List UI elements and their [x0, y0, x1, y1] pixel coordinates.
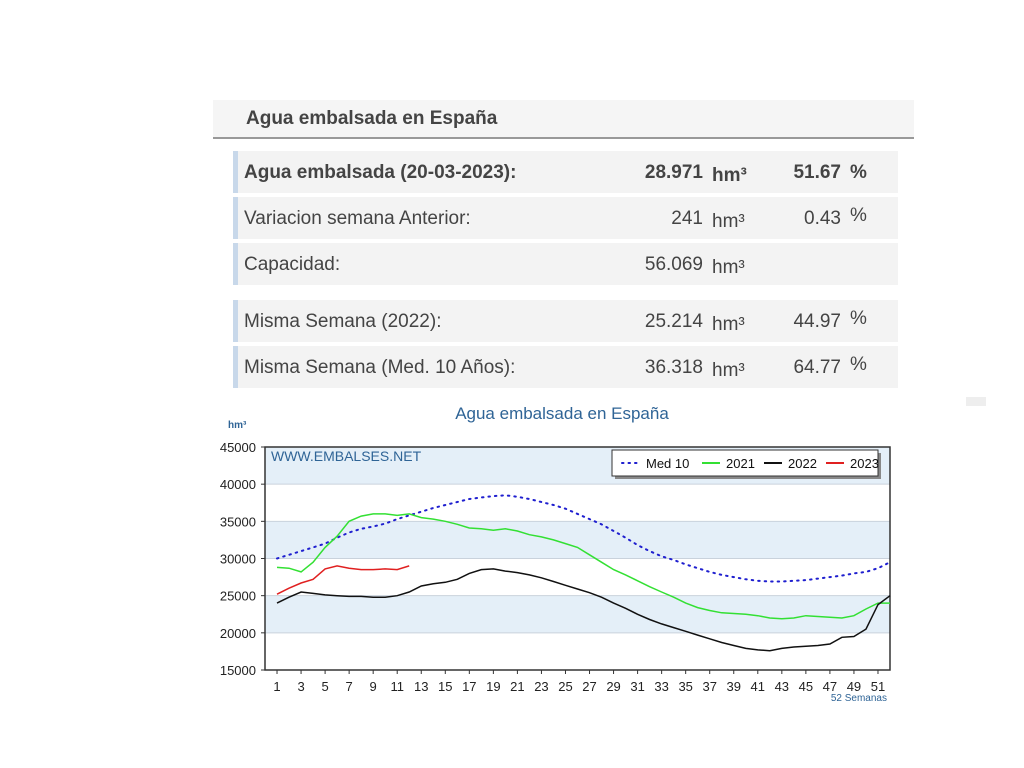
- table-row: Misma Semana (2022): 25.214 hm³ 44.97%: [233, 300, 898, 342]
- x-tick-label: 27: [582, 679, 596, 694]
- row-label: Capacidad:: [244, 254, 341, 275]
- x-tick-label: 17: [462, 679, 476, 694]
- x-axis-label: 52 Semanas: [831, 693, 887, 704]
- x-tick-label: 41: [751, 679, 765, 694]
- x-tick-label: 51: [871, 679, 885, 694]
- row-value: 241: [671, 208, 703, 229]
- row-value: 25.214: [644, 311, 703, 332]
- series-line: [276, 513, 890, 620]
- x-tick-label: 29: [606, 679, 620, 694]
- y-axis-label: hm³: [228, 420, 247, 431]
- x-tick-label: 13: [414, 679, 428, 694]
- legend-label: Med 10: [646, 456, 689, 471]
- row-percent: 51.67: [793, 162, 841, 183]
- x-tick-label: 33: [654, 679, 668, 694]
- x-tick-label: 23: [534, 679, 548, 694]
- row-label: Misma Semana (Med. 10 Años):: [244, 357, 516, 378]
- row-percent-unit: %: [850, 205, 867, 226]
- y-tick-label: 45000: [220, 440, 256, 455]
- chart-title: Agua embalsada en España: [455, 404, 669, 423]
- series-line: [276, 565, 410, 595]
- x-tick-label: 15: [438, 679, 452, 694]
- table-row: Misma Semana (Med. 10 Años): 36.318 hm³ 64.…: [233, 346, 898, 388]
- row-percent-unit: %: [850, 308, 867, 329]
- y-tick-label: 30000: [220, 552, 256, 567]
- row-percent: 44.97: [793, 311, 841, 332]
- x-tick-label: 21: [510, 679, 524, 694]
- y-tick-label: 15000: [220, 663, 256, 678]
- section-header: Agua embalsada en España: [213, 100, 914, 139]
- row-value: 28.971: [644, 162, 703, 183]
- table-row: Agua embalsada (20-03-2023): 28.971 hm³ 51.…: [233, 151, 898, 193]
- x-tick-label: 37: [702, 679, 716, 694]
- row-label: Misma Semana (2022):: [244, 311, 442, 332]
- row-unit: hm³: [712, 165, 747, 186]
- x-tick-label: 5: [321, 679, 328, 694]
- x-tick-label: 9: [370, 679, 377, 694]
- x-tick-label: 39: [727, 679, 741, 694]
- row-value: 56.069: [644, 254, 703, 275]
- legend-label: 2021: [726, 456, 755, 471]
- row-percent: 0.43: [804, 208, 841, 229]
- x-tick-label: 45: [799, 679, 813, 694]
- x-tick-label: 1: [273, 679, 280, 694]
- series-line: [276, 568, 891, 652]
- legend-label: 2023: [850, 456, 879, 471]
- annotation: WWW.EMBALSES.NET: [271, 448, 422, 464]
- row-unit: hm³: [712, 314, 745, 335]
- scroll-marker: [966, 397, 986, 406]
- grid-band: [265, 521, 890, 559]
- row-percent: 64.77: [793, 357, 841, 378]
- grid-band: [265, 595, 890, 633]
- x-tick-label: 43: [775, 679, 789, 694]
- row-value: 36.318: [644, 357, 703, 378]
- x-tick-label: 35: [678, 679, 692, 694]
- row-unit: hm³: [712, 360, 745, 381]
- row-percent-unit: %: [850, 162, 867, 183]
- x-tick-label: 7: [346, 679, 353, 694]
- table-row: Capacidad: 56.069 hm³: [233, 243, 898, 285]
- y-tick-label: 25000: [220, 589, 256, 604]
- plot-frame: [264, 446, 891, 671]
- y-tick-label: 40000: [220, 477, 256, 492]
- y-tick-label: 35000: [220, 514, 256, 529]
- x-tick-label: 49: [847, 679, 861, 694]
- x-tick-label: 47: [823, 679, 837, 694]
- series-line: [276, 494, 891, 583]
- y-tick-label: 20000: [220, 626, 256, 641]
- row-unit: hm³: [712, 211, 745, 232]
- table-row: Variacion semana Anterior: 241 hm³ 0.43%: [233, 197, 898, 239]
- x-tick-label: 25: [558, 679, 572, 694]
- x-tick-label: 19: [486, 679, 500, 694]
- x-tick-label: 3: [297, 679, 304, 694]
- section-title: Agua embalsada en España: [246, 108, 498, 129]
- legend-label: 2022: [788, 456, 817, 471]
- x-tick-label: 11: [390, 679, 404, 694]
- row-percent-unit: %: [850, 354, 867, 375]
- row-label: Agua embalsada (20-03-2023):: [244, 162, 517, 183]
- row-label: Variacion semana Anterior:: [244, 208, 471, 229]
- row-unit: hm³: [712, 257, 745, 278]
- x-tick-label: 31: [630, 679, 644, 694]
